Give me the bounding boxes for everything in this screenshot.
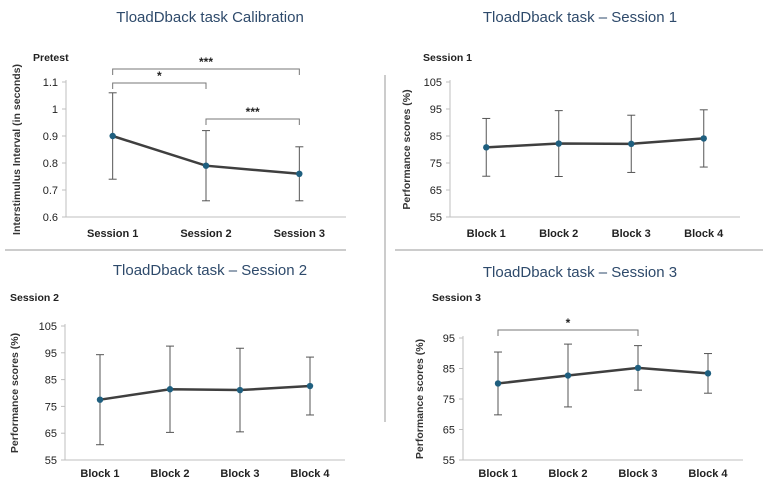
y-tick-label: 95 xyxy=(45,348,57,360)
y-tick-label: 0.8 xyxy=(43,158,58,170)
x-tick-label: Block 1 xyxy=(478,468,517,480)
series-line xyxy=(486,137,704,149)
x-tick-label: Block 1 xyxy=(80,468,119,480)
significance-label: * xyxy=(157,69,162,83)
data-point xyxy=(700,135,707,142)
data-point xyxy=(236,386,244,394)
panel-subtitle: Session 1 xyxy=(423,52,472,64)
significance-bracket xyxy=(112,82,207,89)
y-tick-label: 85 xyxy=(443,364,455,376)
y-tick-label: 95 xyxy=(430,104,442,116)
significance-bracket xyxy=(112,68,300,75)
data-point xyxy=(306,382,314,390)
y-tick-label: 75 xyxy=(430,158,442,170)
x-tick-label: Block 1 xyxy=(467,228,506,240)
y-axis-label: Performance scores (%) xyxy=(414,339,426,459)
y-tick-label: 65 xyxy=(430,185,442,197)
panel-session-1: TloadDback task – Session 1 Session 1 Perf… xyxy=(401,9,740,240)
data-point xyxy=(628,140,635,148)
panel-session-2: TloadDback task – Session 2 Session 2 Perf… xyxy=(9,262,345,480)
panel-subtitle: Session 2 xyxy=(10,292,59,304)
significance-label: *** xyxy=(199,55,213,69)
series-line xyxy=(99,384,311,401)
x-tick-label: Block 3 xyxy=(618,468,657,480)
x-tick-label: Block 4 xyxy=(684,228,724,240)
significance-label: *** xyxy=(246,105,260,119)
y-tick-label: 75 xyxy=(45,401,57,413)
y-tick-label: 65 xyxy=(45,428,57,440)
y-tick-label: 95 xyxy=(443,333,455,345)
panel-calibration: TloadDback task Calibration Pretest Inters… xyxy=(11,9,346,240)
significance-bracket xyxy=(205,118,300,125)
x-tick-label: Block 2 xyxy=(548,468,587,480)
y-tick-label: 0.6 xyxy=(43,212,58,224)
y-tick-label: 65 xyxy=(443,425,455,437)
x-tick-label: Block 2 xyxy=(539,228,578,240)
data-point xyxy=(166,386,174,393)
y-tick-label: 1 xyxy=(52,104,58,116)
y-tick-label: 105 xyxy=(424,77,442,89)
y-axis-label: Performance scores (%) xyxy=(401,89,413,209)
x-tick-label: Block 2 xyxy=(150,468,189,480)
data-point xyxy=(555,140,562,147)
panel-subtitle: Session 3 xyxy=(432,292,481,304)
y-tick-label: 85 xyxy=(45,375,57,387)
data-point xyxy=(494,380,502,387)
x-tick-label: Block 4 xyxy=(290,468,330,480)
y-tick-label: 0.9 xyxy=(43,131,58,143)
y-tick-label: 55 xyxy=(45,455,57,467)
y-tick-label: 1.1 xyxy=(43,77,58,89)
data-point xyxy=(202,162,210,169)
significance-bracket xyxy=(497,329,639,336)
x-tick-label: Block 3 xyxy=(220,468,259,480)
x-tick-label: Session 1 xyxy=(87,228,138,240)
data-point xyxy=(634,364,642,372)
x-tick-label: Block 3 xyxy=(612,228,651,240)
y-tick-label: 105 xyxy=(39,321,57,333)
y-tick-label: 55 xyxy=(430,212,442,224)
y-axis-label: Performance scores (%) xyxy=(9,333,21,453)
y-axis-label: Interstimulus Interval (in seconds) xyxy=(11,64,23,235)
x-tick-label: Block 4 xyxy=(688,468,728,480)
y-tick-label: 55 xyxy=(443,455,455,467)
series-line xyxy=(497,366,709,385)
y-tick-label: 85 xyxy=(430,131,442,143)
data-point xyxy=(564,372,572,379)
data-point xyxy=(704,370,712,377)
y-tick-label: 75 xyxy=(443,394,455,406)
significance-label: * xyxy=(566,316,571,330)
panel-title: TloadDback task – Session 2 xyxy=(113,262,307,279)
panel-subtitle: Pretest xyxy=(33,52,69,64)
data-point xyxy=(109,132,116,140)
panel-title: TloadDback task Calibration xyxy=(116,9,304,26)
x-tick-label: Session 2 xyxy=(180,228,231,240)
x-tick-label: Session 3 xyxy=(274,228,325,240)
panel-title: TloadDback task – Session 3 xyxy=(483,264,677,281)
panel-title: TloadDback task – Session 1 xyxy=(483,9,677,26)
data-point xyxy=(483,144,490,151)
data-point xyxy=(96,396,104,403)
data-point xyxy=(296,170,303,177)
y-tick-label: 0.7 xyxy=(43,185,58,197)
